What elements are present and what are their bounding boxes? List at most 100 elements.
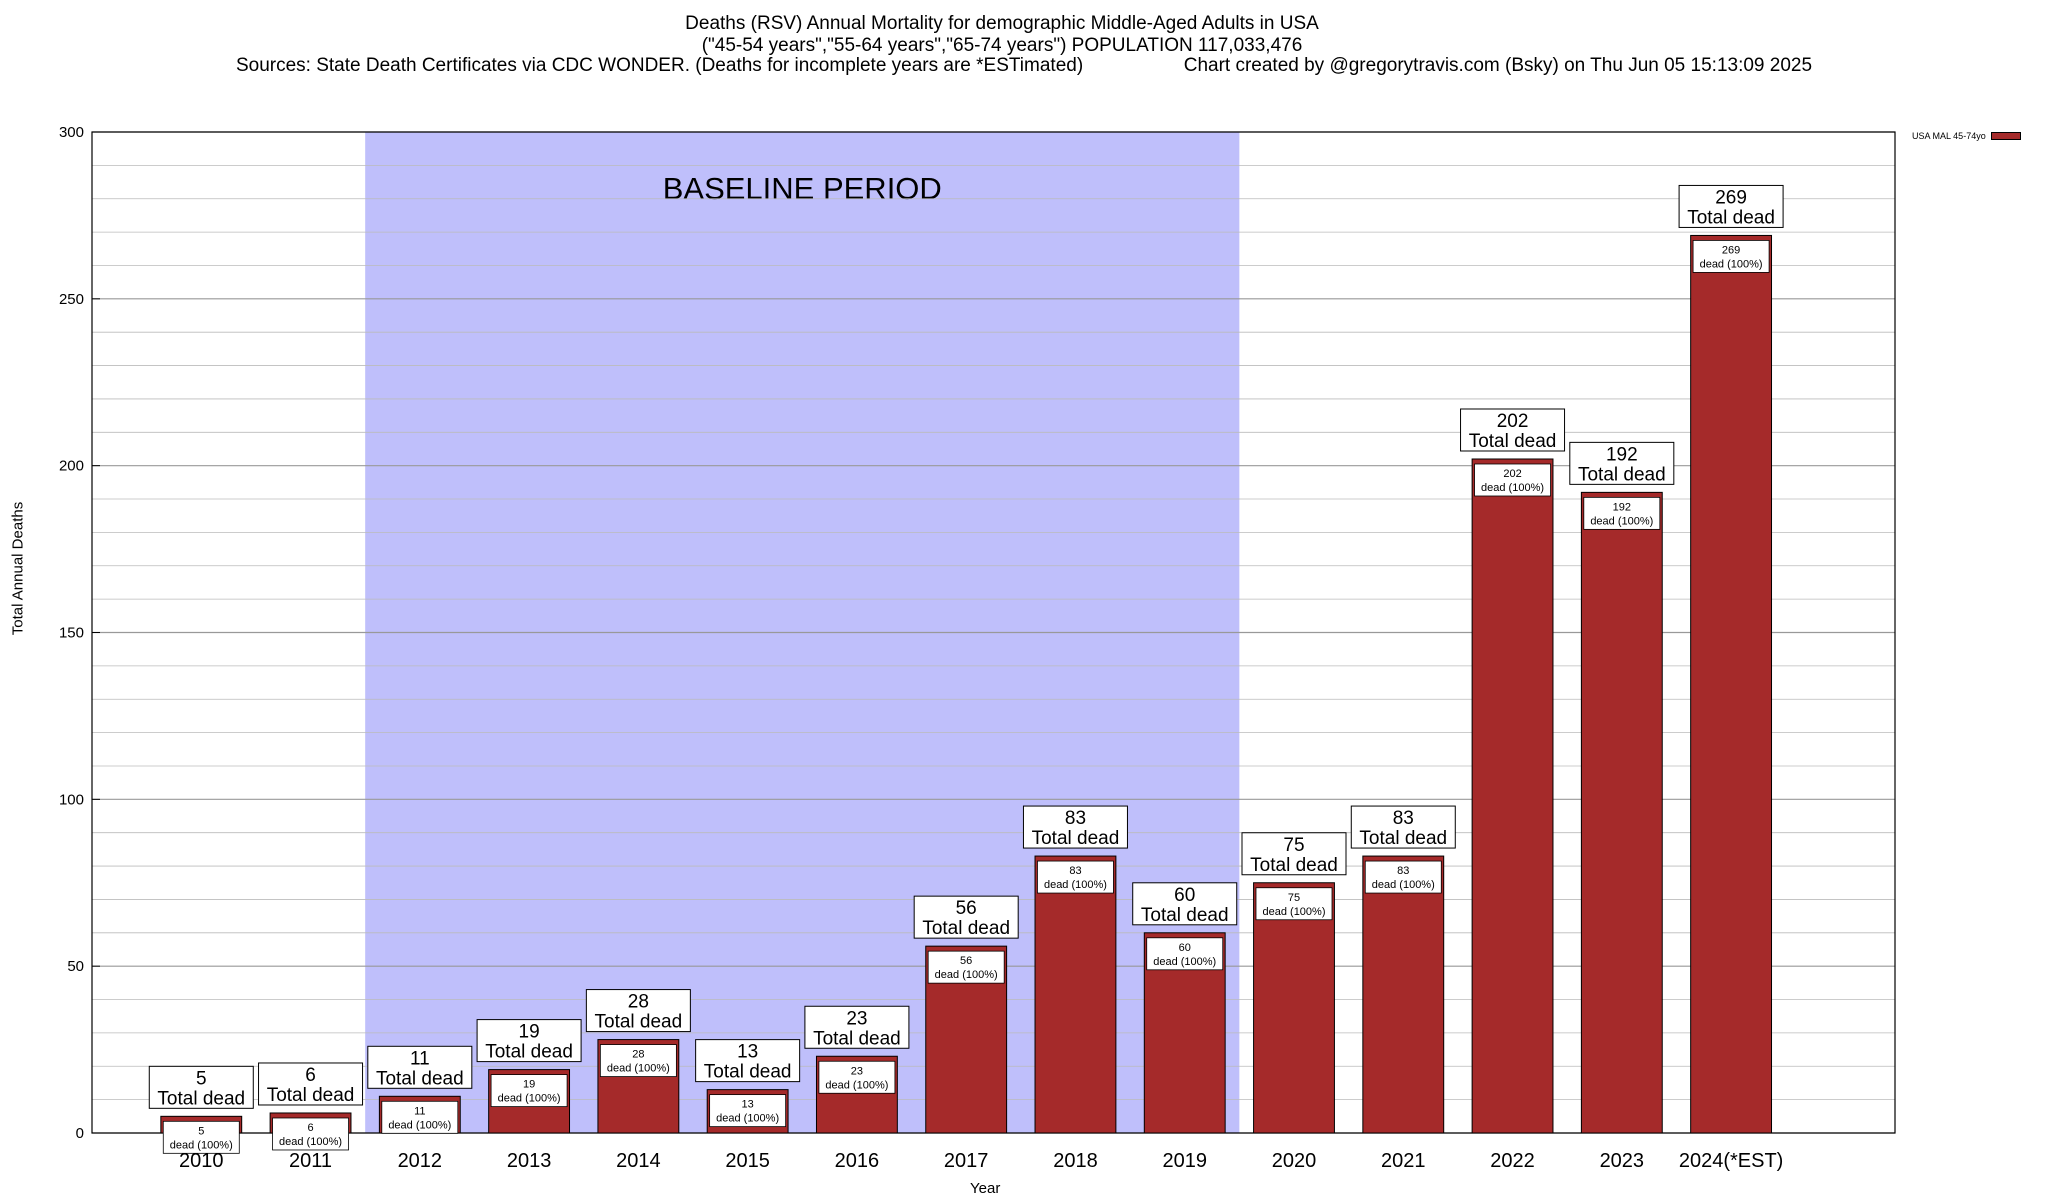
total-text-label: Total dead bbox=[1469, 431, 1557, 452]
inner-percent-label: dead (100%) bbox=[1481, 482, 1544, 494]
inner-label-box bbox=[818, 1060, 896, 1094]
inner-percent-label: dead (100%) bbox=[279, 1136, 342, 1148]
x-tick-label: 2022 bbox=[1490, 1150, 1535, 1172]
inner-label-box bbox=[381, 1100, 459, 1134]
total-value-label: 56 bbox=[956, 898, 977, 919]
x-tick-label: 2013 bbox=[507, 1150, 552, 1172]
total-text-label: Total dead bbox=[1359, 828, 1447, 849]
total-label-box bbox=[1460, 408, 1566, 452]
total-label-box bbox=[1241, 832, 1347, 876]
legend-swatch bbox=[1990, 132, 2021, 140]
bar bbox=[1034, 855, 1117, 1134]
inner-value-label: 6 bbox=[307, 1122, 313, 1134]
baseline-label: BASELINE PERIOD bbox=[663, 171, 942, 206]
inner-label-box bbox=[1692, 240, 1770, 273]
inner-percent-label: dead (100%) bbox=[716, 1113, 779, 1125]
inner-percent-label: dead (100%) bbox=[607, 1063, 670, 1075]
chart-subtitle: ("45-54 years","55-64 years","65-74 year… bbox=[701, 35, 1303, 56]
y-tick-label: 150 bbox=[59, 625, 84, 642]
x-tick-label: 2012 bbox=[398, 1150, 443, 1172]
total-value-label: 11 bbox=[410, 1048, 430, 1069]
x-tick-label: 2017 bbox=[944, 1150, 989, 1172]
inner-label-box bbox=[272, 1117, 349, 1151]
total-text-label: Total dead bbox=[1032, 828, 1120, 849]
y-tick-label: 50 bbox=[67, 958, 84, 975]
inner-percent-label: dead (100%) bbox=[935, 969, 998, 981]
inner-percent-label: dead (100%) bbox=[498, 1093, 561, 1105]
total-value-label: 75 bbox=[1283, 835, 1304, 856]
y-tick-label: 300 bbox=[59, 124, 84, 141]
total-text-label: Total dead bbox=[485, 1042, 573, 1063]
x-tick-label: 2016 bbox=[835, 1150, 880, 1172]
total-label-box bbox=[258, 1062, 364, 1106]
total-value-label: 202 bbox=[1497, 411, 1529, 432]
chart-title: Deaths (RSV) Annual Mortality for demogr… bbox=[685, 13, 1319, 34]
inner-percent-label: dead (100%) bbox=[825, 1079, 888, 1091]
x-tick-label: 2019 bbox=[1162, 1150, 1207, 1172]
bar bbox=[1690, 234, 1773, 1134]
inner-percent-label: dead (100%) bbox=[1263, 906, 1326, 918]
inner-percent-label: dead (100%) bbox=[1044, 879, 1107, 891]
x-tick-label: 2023 bbox=[1600, 1150, 1645, 1172]
y-tick-label: 250 bbox=[59, 291, 84, 308]
total-value-label: 23 bbox=[846, 1008, 867, 1029]
chart-credit: Chart created by @gregorytravis.com (Bsk… bbox=[1183, 55, 1813, 76]
bar bbox=[1471, 458, 1554, 1134]
total-text-label: Total dead bbox=[1141, 905, 1229, 926]
legend: USA MAL 45-74yo bbox=[1912, 131, 2021, 141]
inner-percent-label: dead (100%) bbox=[1372, 879, 1435, 891]
y-axis-label: Total Annual Deaths bbox=[9, 501, 27, 636]
inner-value-label: 23 bbox=[851, 1065, 863, 1077]
total-label-box bbox=[695, 1039, 801, 1083]
inner-value-label: 19 bbox=[523, 1079, 535, 1091]
inner-label-box bbox=[1255, 887, 1333, 921]
bar bbox=[1362, 855, 1445, 1134]
bar bbox=[1580, 491, 1663, 1134]
inner-value-label: 60 bbox=[1179, 942, 1191, 954]
inner-value-label: 83 bbox=[1397, 865, 1409, 877]
inner-value-label: 192 bbox=[1613, 501, 1631, 513]
total-text-label: Total dead bbox=[704, 1062, 792, 1083]
inner-percent-label: dead (100%) bbox=[1153, 956, 1216, 968]
inner-value-label: 202 bbox=[1503, 468, 1521, 480]
total-label-box bbox=[1350, 805, 1456, 849]
total-value-label: 60 bbox=[1174, 885, 1195, 906]
inner-label-box bbox=[927, 950, 1005, 984]
inner-label-box bbox=[162, 1120, 240, 1154]
total-value-label: 83 bbox=[1393, 808, 1414, 829]
inner-label-box bbox=[1474, 463, 1551, 497]
inner-value-label: 5 bbox=[198, 1125, 204, 1137]
inner-value-label: 83 bbox=[1069, 865, 1081, 877]
inner-label-box bbox=[709, 1094, 787, 1128]
total-value-label: 28 bbox=[628, 992, 649, 1013]
total-text-label: Total dead bbox=[1250, 855, 1338, 876]
total-value-label: 13 bbox=[737, 1042, 758, 1063]
total-value-label: 5 bbox=[196, 1068, 207, 1089]
inner-label-box bbox=[1364, 860, 1442, 894]
total-text-label: Total dead bbox=[922, 918, 1010, 939]
chart-sources: Sources: State Death Certificates via CD… bbox=[235, 55, 1084, 76]
inner-label-box bbox=[490, 1074, 568, 1108]
inner-value-label: 56 bbox=[960, 955, 972, 967]
inner-label-box bbox=[1583, 496, 1661, 530]
total-label-box bbox=[913, 895, 1019, 939]
total-text-label: Total dead bbox=[1687, 207, 1775, 228]
total-label-box bbox=[1132, 882, 1238, 926]
total-label-box bbox=[1569, 441, 1675, 485]
inner-percent-label: dead (100%) bbox=[170, 1139, 233, 1151]
bar bbox=[1253, 882, 1335, 1134]
x-tick-label: 2020 bbox=[1272, 1150, 1317, 1172]
x-axis-label: Year bbox=[970, 1180, 1001, 1197]
inner-label-box bbox=[1037, 860, 1114, 894]
total-label-box bbox=[804, 1005, 910, 1049]
x-tick-label: 2015 bbox=[725, 1150, 770, 1172]
total-text-label: Total dead bbox=[1578, 464, 1666, 485]
inner-value-label: 11 bbox=[414, 1105, 425, 1117]
inner-value-label: 13 bbox=[742, 1099, 754, 1111]
total-label-box bbox=[1022, 805, 1128, 849]
total-value-label: 269 bbox=[1715, 187, 1747, 208]
total-text-label: Total dead bbox=[813, 1028, 901, 1049]
total-value-label: 6 bbox=[305, 1065, 316, 1086]
inner-percent-label: dead (100%) bbox=[1590, 515, 1653, 527]
